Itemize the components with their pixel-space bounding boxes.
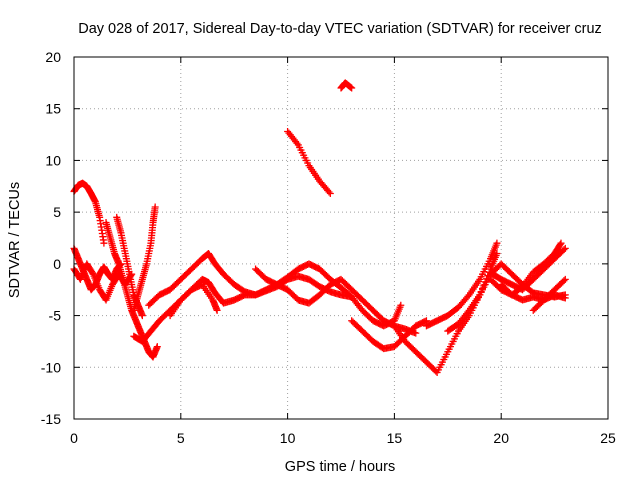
series-arc-13 (422, 239, 501, 330)
data-points (70, 79, 569, 376)
data-point-marker (100, 239, 108, 247)
data-point-marker (88, 269, 96, 277)
series-arc-6 (130, 203, 159, 314)
y-tick-label: 10 (45, 152, 61, 168)
data-point-marker (561, 294, 569, 302)
series-arc-11 (348, 317, 430, 353)
series-arc-5 (113, 213, 146, 320)
x-tick-label: 0 (70, 430, 78, 446)
y-tick-label: -5 (49, 308, 62, 324)
x-tick-label: 10 (280, 430, 296, 446)
series-arc-1 (70, 179, 108, 247)
series-arc-9 (166, 281, 221, 320)
y-axis-ticks: -15 -10 -5 0 5 10 15 20 (41, 49, 608, 427)
data-point-marker (561, 244, 569, 252)
data-point-marker (326, 190, 334, 198)
y-tick-label: 20 (45, 49, 61, 65)
data-point-marker (412, 329, 420, 337)
chart-title: Day 028 of 2017, Sidereal Day-to-day VTE… (78, 21, 602, 37)
data-point-marker (557, 239, 565, 247)
data-point-marker (397, 301, 405, 309)
data-point-marker (556, 240, 564, 248)
x-tick-label: 25 (600, 430, 616, 446)
data-point-marker (153, 343, 161, 351)
series-arc-20 (337, 79, 356, 92)
y-tick-label: -15 (41, 411, 61, 427)
data-point-marker (348, 84, 356, 92)
data-point-marker (561, 275, 569, 283)
data-point-marker (325, 188, 333, 196)
series-arc-17 (497, 239, 565, 299)
data-point-marker (138, 312, 146, 320)
data-point-marker (560, 246, 568, 254)
y-tick-label: 15 (45, 101, 61, 117)
data-point-marker (560, 277, 568, 285)
data-point-marker (493, 239, 501, 247)
y-axis-label: SDTVAR / TECUs (7, 182, 23, 298)
x-tick-label: 5 (177, 430, 185, 446)
series-arc-7 (130, 272, 356, 345)
y-tick-label: 0 (53, 256, 61, 272)
x-tick-label: 15 (387, 430, 403, 446)
y-tick-label: 5 (53, 204, 61, 220)
series-arc-19 (284, 127, 334, 198)
data-point-marker (151, 203, 159, 211)
x-axis-label: GPS time / hours (285, 459, 395, 475)
x-tick-label: 20 (493, 430, 509, 446)
series-arc-18 (529, 275, 569, 314)
plot-frame (73, 56, 609, 420)
y-tick-label: -10 (41, 359, 61, 375)
data-point-marker (213, 306, 221, 314)
data-point-marker (464, 308, 472, 316)
data-point-marker (293, 139, 301, 147)
